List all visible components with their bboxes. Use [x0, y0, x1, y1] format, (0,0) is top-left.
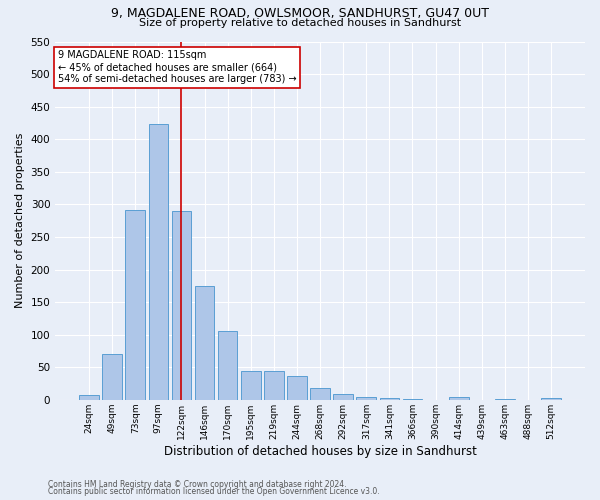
Bar [380, 398, 399, 400]
Bar [149, 124, 168, 400]
Bar [541, 398, 561, 400]
Text: 9, MAGDALENE ROAD, OWLSMOOR, SANDHURST, GU47 0UT: 9, MAGDALENE ROAD, OWLSMOOR, SANDHURST, … [111, 8, 489, 20]
Text: 9 MAGDALENE ROAD: 115sqm
← 45% of detached houses are smaller (664)
54% of semi-: 9 MAGDALENE ROAD: 115sqm ← 45% of detach… [58, 50, 296, 84]
Bar [449, 397, 469, 400]
Bar [241, 371, 260, 400]
Bar [172, 211, 191, 400]
Bar [218, 332, 238, 400]
Bar [287, 376, 307, 400]
Bar [264, 371, 284, 400]
Bar [125, 210, 145, 400]
Bar [310, 388, 330, 400]
Bar [103, 354, 122, 400]
Bar [403, 399, 422, 400]
Text: Contains public sector information licensed under the Open Government Licence v3: Contains public sector information licen… [48, 487, 380, 496]
Text: Contains HM Land Registry data © Crown copyright and database right 2024.: Contains HM Land Registry data © Crown c… [48, 480, 347, 489]
Bar [495, 399, 515, 400]
Bar [356, 396, 376, 400]
Text: Size of property relative to detached houses in Sandhurst: Size of property relative to detached ho… [139, 18, 461, 28]
Bar [195, 286, 214, 400]
Bar [79, 394, 99, 400]
Y-axis label: Number of detached properties: Number of detached properties [15, 133, 25, 308]
X-axis label: Distribution of detached houses by size in Sandhurst: Distribution of detached houses by size … [164, 444, 476, 458]
Bar [334, 394, 353, 400]
